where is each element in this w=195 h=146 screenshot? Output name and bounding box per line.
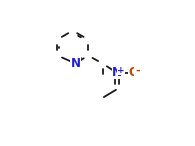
Text: N: N — [112, 66, 122, 79]
Text: N: N — [71, 57, 81, 70]
Text: -: - — [135, 66, 140, 76]
Text: O: O — [128, 66, 138, 80]
Text: +: + — [117, 66, 125, 75]
